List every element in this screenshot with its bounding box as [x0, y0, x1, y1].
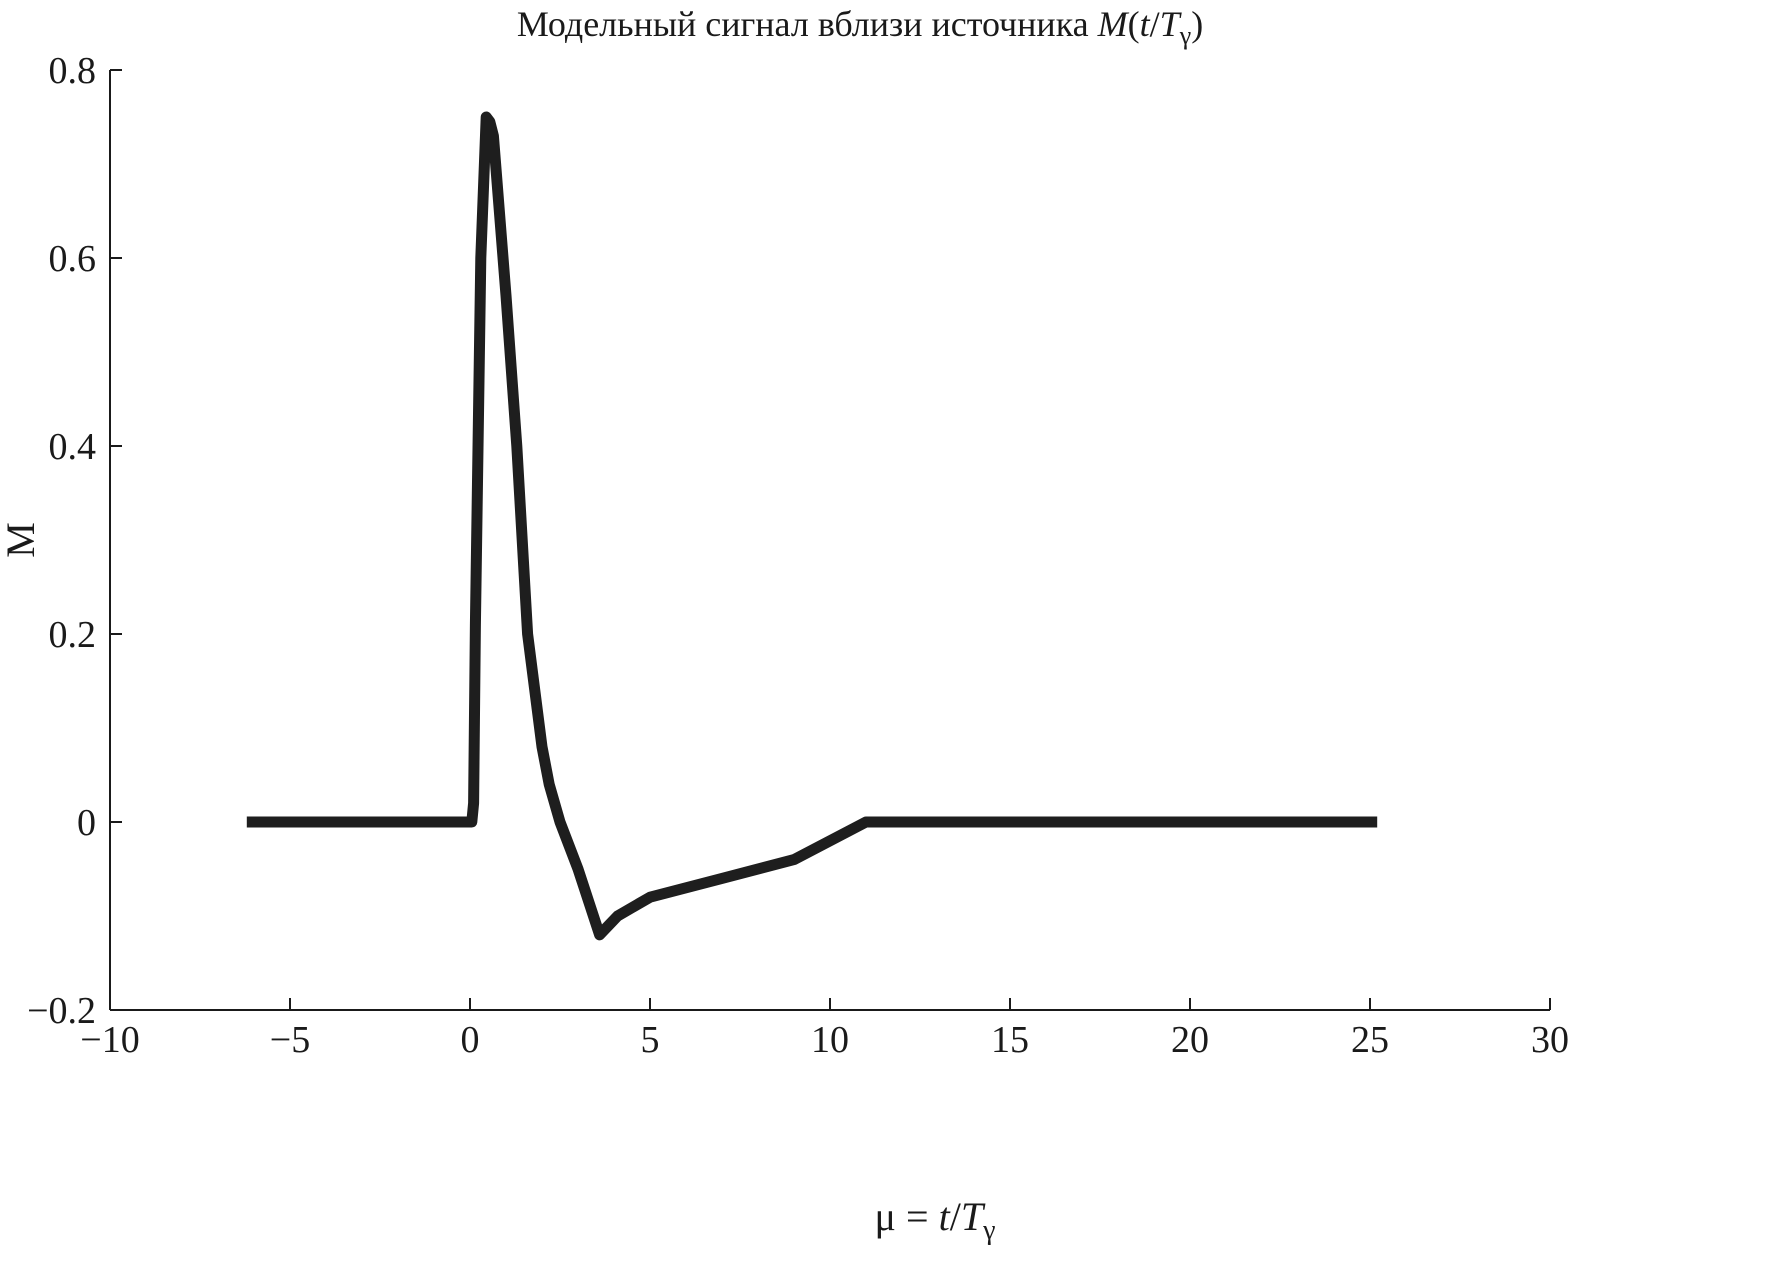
- y-tick-label: 0: [77, 802, 96, 844]
- x-tick-label: 0: [461, 1019, 480, 1061]
- x-tick-label: 15: [991, 1019, 1029, 1061]
- y-ticks: −0.2 0 0.2 0.4 0.6 0.8: [27, 50, 122, 1032]
- chart-title: Модельный сигнал вблизи источника M(t/Tγ…: [517, 4, 1203, 50]
- x-tick-label: −10: [80, 1019, 139, 1061]
- x-tick-label: −5: [270, 1019, 310, 1061]
- x-tick-label: 30: [1531, 1019, 1569, 1061]
- series-group: [246, 111, 1378, 941]
- x-tick-label: 25: [1351, 1019, 1389, 1061]
- x-tick-label: 10: [811, 1019, 849, 1061]
- chart-title-formula: M(t/Tγ): [1089, 4, 1204, 50]
- x-ticks: −10 −5 0 5 10 15 20 25 30: [80, 998, 1569, 1061]
- x-tick-label: 20: [1171, 1019, 1209, 1061]
- x-axis-label: μ = t/Tγ: [875, 1194, 996, 1246]
- y-tick-label: −0.2: [27, 990, 96, 1032]
- chart-title-text: Модельный сигнал вблизи источника: [517, 4, 1089, 44]
- y-tick-label: 0.2: [49, 614, 97, 656]
- y-tick-label: 0.4: [49, 426, 97, 468]
- series-line: [246, 111, 1378, 941]
- y-axis-label: M: [0, 522, 43, 558]
- x-tick-label: 5: [641, 1019, 660, 1061]
- y-tick-label: 0.6: [49, 238, 97, 280]
- axes: [109, 70, 1550, 1011]
- y-tick-label: 0.8: [49, 50, 97, 92]
